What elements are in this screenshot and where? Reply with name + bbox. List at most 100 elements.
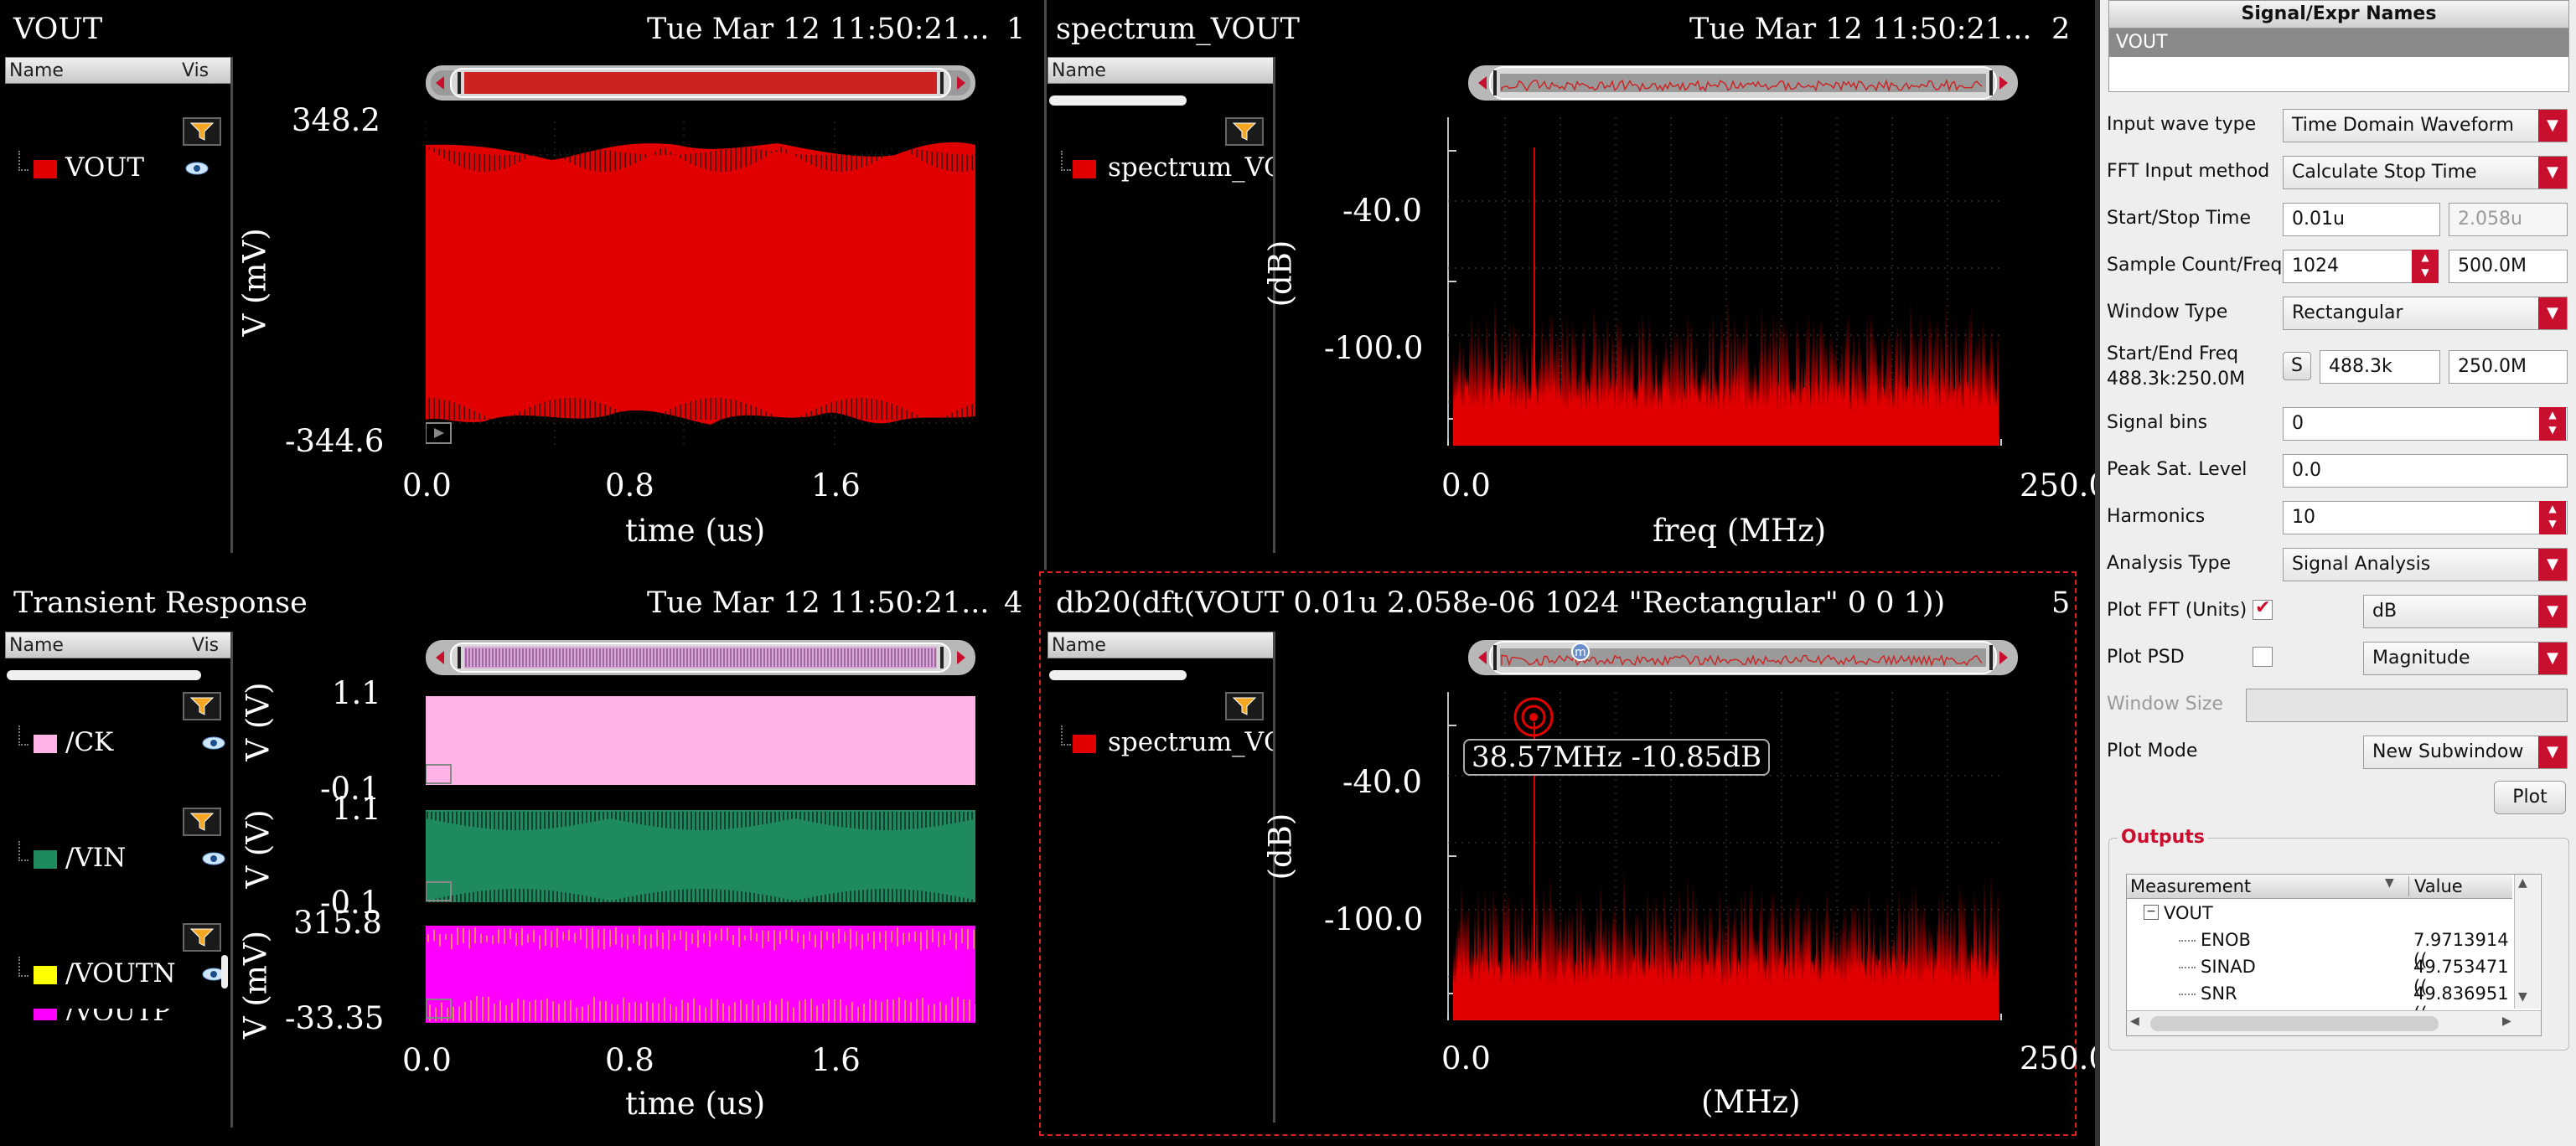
legend-item-voutp[interactable]: /VOUTP: [65, 1009, 170, 1020]
start-time-input[interactable]: 0.01u: [2283, 203, 2440, 236]
spin-arrows-icon[interactable]: ▲ ▼: [2412, 250, 2439, 283]
outputs-root[interactable]: VOUT: [2164, 903, 2213, 923]
scroll-down-icon[interactable]: ▼: [2518, 990, 2527, 1004]
horizontal-scroll-bar[interactable]: m: [1468, 633, 2018, 682]
plot-psd-label: Plot PSD: [2107, 647, 2185, 668]
legend-divider[interactable]: [1273, 57, 1275, 553]
vertical-scrollbar[interactable]: ▲ ▼: [2514, 875, 2540, 1009]
vertical-split[interactable]: [1044, 0, 1047, 570]
x-axis-label: time (us): [625, 1086, 766, 1122]
horizontal-scrollbar[interactable]: ◀ ▶: [2127, 1010, 2541, 1035]
right-edge-split[interactable]: [2095, 0, 2100, 1146]
plot-mode-select[interactable]: New Subwindow ▼: [2363, 736, 2568, 769]
legend-divider[interactable]: [1273, 632, 1275, 1123]
subwindow-1[interactable]: VOUT Tue Mar 12 11:50:21... 1 Name Vis V…: [0, 0, 1046, 574]
peak-sat-input[interactable]: 0.0: [2283, 454, 2568, 488]
fft-input-method-select[interactable]: Calculate Stop Time ▼: [2283, 156, 2568, 189]
filter-funnel-icon[interactable]: [183, 923, 221, 952]
outputs-row[interactable]: SINAD 49.753471 ((: [2127, 955, 2512, 997]
legend-divider[interactable]: [230, 632, 233, 1128]
spin-arrows-icon[interactable]: ▲ ▼: [2539, 407, 2566, 441]
signal-names-item[interactable]: VOUT: [2109, 28, 2568, 57]
legend-item-vout[interactable]: VOUT: [65, 152, 145, 183]
subwindow-4[interactable]: Transient Response Tue Mar 12 11:50:21..…: [0, 575, 1046, 1146]
filter-funnel-icon[interactable]: [183, 808, 221, 836]
sample-freq-input[interactable]: 500.0M: [2449, 250, 2568, 283]
sample-count-spinbox[interactable]: 1024: [2283, 250, 2425, 283]
y-tick-bottom: -344.6: [285, 423, 385, 459]
horizontal-scroll-bar[interactable]: [426, 59, 975, 107]
x-axis-label: time (us): [625, 513, 766, 549]
strip2-top: 1.1: [332, 791, 381, 827]
signal-bins-label: Signal bins: [2107, 412, 2208, 433]
stop-time-input: 2.058u: [2449, 203, 2568, 236]
horizontal-scroll-bar[interactable]: [1468, 59, 2018, 107]
strip3-top: 315.8: [293, 905, 382, 941]
psd-units-select[interactable]: Magnitude ▼: [2363, 642, 2568, 675]
outputs-row[interactable]: SNR 49.836951 ((: [2127, 982, 2512, 1024]
vout-waveform-plot[interactable]: [426, 121, 975, 450]
tree-line: [18, 725, 28, 746]
legend-item-ck[interactable]: /CK: [65, 727, 114, 757]
subwindow-5[interactable]: db20(dft(VOUT 0.01u 2.058e-06 1024 "Rect…: [1039, 571, 2108, 1136]
snap-s-button[interactable]: S: [2283, 352, 2311, 380]
visibility-eye-icon[interactable]: [201, 967, 226, 982]
legend-h-scrollbar[interactable]: [7, 670, 201, 680]
legend-item-vin[interactable]: /VIN: [65, 843, 127, 873]
visibility-eye-icon[interactable]: [184, 161, 209, 176]
harmonics-spinbox[interactable]: 10: [2283, 501, 2568, 534]
filter-funnel-icon[interactable]: [183, 692, 221, 720]
scroll-thumb[interactable]: [2150, 1016, 2439, 1031]
input-wave-type-select[interactable]: Time Domain Waveform ▼: [2283, 109, 2568, 142]
window-type-select[interactable]: Rectangular ▼: [2283, 297, 2568, 330]
visibility-eye-icon[interactable]: [201, 851, 226, 866]
subwindow-2[interactable]: spectrum_VOUT Tue Mar 12 11:50:21... 2 N…: [1046, 0, 2108, 574]
strip3-bottom: -33.35: [285, 1000, 385, 1036]
fft-input-method-label: FFT Input method: [2107, 161, 2270, 182]
legend-h-scrollbar[interactable]: [1049, 96, 1187, 106]
filter-funnel-icon[interactable]: [1225, 692, 1264, 720]
measurement-name: ENOB: [2201, 930, 2251, 950]
combo-value: Rectangular: [2292, 302, 2403, 323]
legend-swatch-voutp: [34, 1009, 57, 1020]
start-freq-input[interactable]: 488.3k: [2320, 350, 2440, 384]
plot-psd-checkbox[interactable]: [2253, 647, 2273, 667]
signal-names-header: Signal/Expr Names: [2109, 1, 2568, 28]
outputs-title: Outputs: [2118, 827, 2208, 848]
horizontal-scroll-bar[interactable]: [426, 633, 975, 682]
legend-divider[interactable]: [230, 57, 233, 553]
plot-fft-checkbox[interactable]: ✔: [2253, 597, 2273, 620]
spectrum-plot[interactable]: [1446, 117, 2033, 452]
filter-funnel-icon[interactable]: [183, 117, 221, 146]
visibility-eye-icon[interactable]: [201, 736, 226, 751]
x-tick-2: 1.6: [811, 1042, 861, 1078]
transient-strips-plot[interactable]: [426, 696, 975, 1028]
legend-h-scrollbar[interactable]: [1049, 670, 1187, 680]
spin-arrows-icon[interactable]: ▲ ▼: [2539, 501, 2566, 534]
signal-bins-spinbox[interactable]: 0: [2283, 407, 2568, 441]
tree-line: [1061, 151, 1071, 171]
outputs-row[interactable]: ENOB 7.9713914 ((: [2127, 928, 2512, 970]
tree-collapse-icon[interactable]: −: [2144, 905, 2159, 920]
outputs-table[interactable]: Measurement ▼ Value − VOUT ENOB 7.971391…: [2126, 874, 2542, 1036]
scroll-left-icon[interactable]: ◀: [2130, 1014, 2139, 1028]
legend-item-voutn[interactable]: /VOUTN: [65, 958, 176, 989]
signal-names-box[interactable]: Signal/Expr Names VOUT: [2108, 0, 2569, 92]
plot-button[interactable]: Plot: [2494, 781, 2566, 814]
analysis-type-select[interactable]: Signal Analysis ▼: [2283, 548, 2568, 581]
fft-units-select[interactable]: dB ▼: [2363, 595, 2568, 628]
legend-v-scrollbar[interactable]: [221, 955, 228, 989]
legend-item-spectrum[interactable]: spectrum_VC: [1108, 727, 1274, 757]
scroll-right-icon[interactable]: ▶: [2502, 1014, 2511, 1028]
legend-swatch-vout: [34, 160, 57, 178]
legend-header: Name: [1047, 57, 1274, 84]
end-freq-input[interactable]: 250.0M: [2449, 350, 2568, 384]
tree-line: [1061, 725, 1071, 746]
filter-funnel-icon[interactable]: [1225, 117, 1264, 146]
window-type-label: Window Type: [2107, 302, 2228, 323]
marker-label[interactable]: 38.57MHz -10.85dB: [1463, 739, 1771, 776]
scroll-up-icon[interactable]: ▲: [2518, 876, 2527, 890]
dropdown-arrow-icon: ▼: [2538, 643, 2567, 674]
legend-header: Name Vis: [5, 632, 231, 658]
legend-item-spectrum[interactable]: spectrum_VC: [1108, 152, 1274, 183]
